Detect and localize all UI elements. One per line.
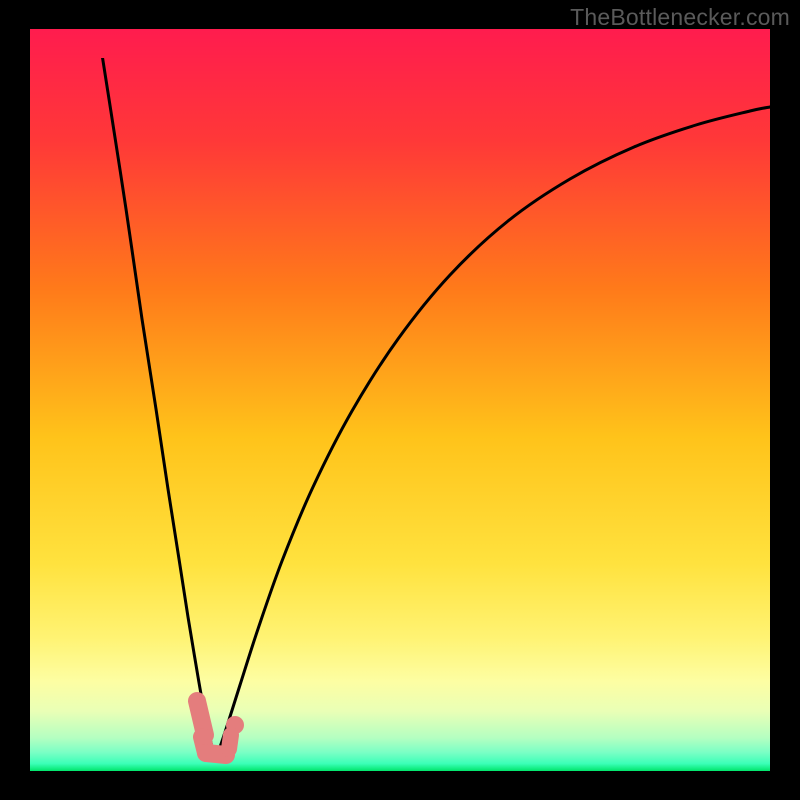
highlight-blob — [229, 735, 231, 749]
plot-bg — [30, 29, 770, 771]
chart-container: TheBottlenecker.com — [0, 0, 800, 800]
bottleneck-chart — [0, 0, 800, 800]
